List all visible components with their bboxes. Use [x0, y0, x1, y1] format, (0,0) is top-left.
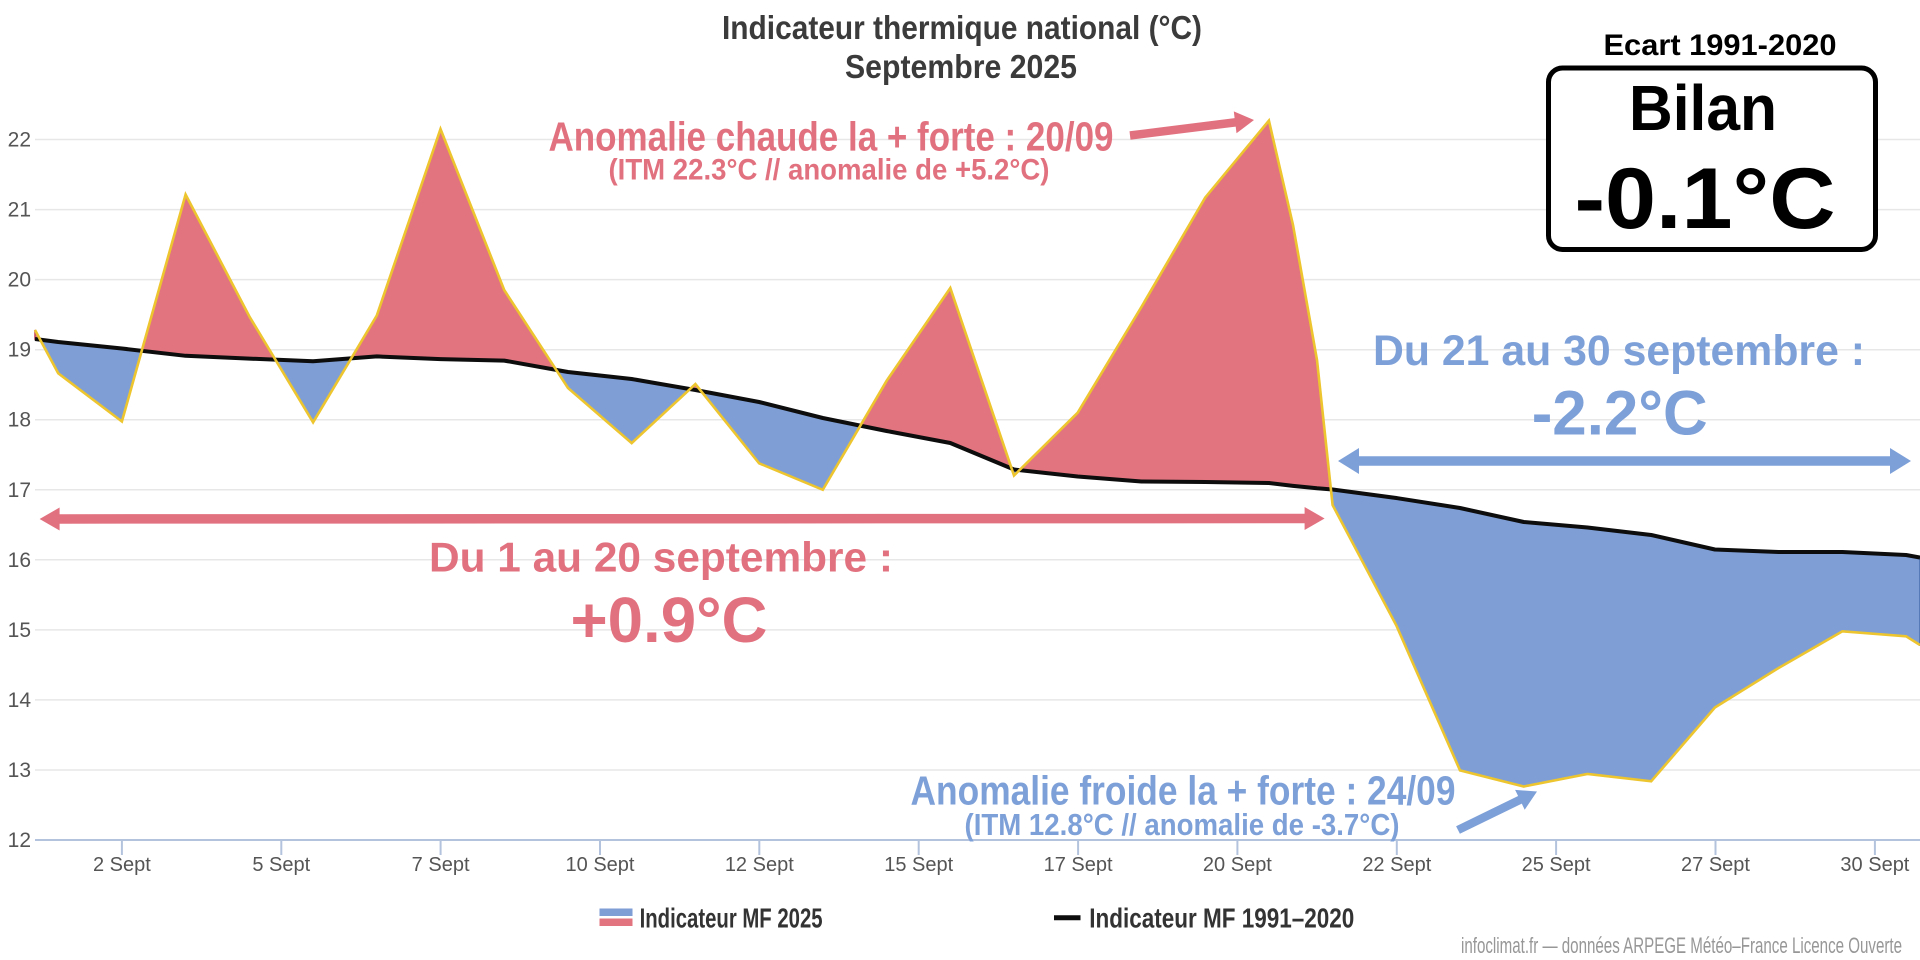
svg-text:Ecart 1991-2020: Ecart 1991-2020 [1604, 29, 1837, 62]
svg-text:12 Sept: 12 Sept [725, 854, 794, 876]
svg-text:+0.9°C: +0.9°C [571, 584, 768, 656]
svg-text:22: 22 [8, 129, 31, 152]
svg-text:17 Sept: 17 Sept [1044, 854, 1113, 876]
svg-text:15: 15 [8, 619, 31, 642]
svg-text:infoclimat.fr — données ARPEGE: infoclimat.fr — données ARPEGE Météo–Fra… [1461, 933, 1902, 958]
svg-text:27 Sept: 27 Sept [1681, 854, 1750, 876]
svg-text:Anomalie chaude la + forte : 2: Anomalie chaude la + forte : 20/09 [549, 114, 1114, 160]
svg-text:(ITM 12.8°C // anomalie de -3.: (ITM 12.8°C // anomalie de -3.7°C) [965, 807, 1400, 842]
svg-text:(ITM 22.3°C // anomalie de +5.: (ITM 22.3°C // anomalie de +5.2°C) [609, 154, 1050, 187]
svg-text:2 Sept: 2 Sept [93, 854, 151, 876]
svg-text:Indicateur thermique national: Indicateur thermique national (°C) [722, 9, 1202, 46]
svg-text:10 Sept: 10 Sept [566, 854, 635, 876]
svg-text:Indicateur MF 1991–2020: Indicateur MF 1991–2020 [1089, 903, 1354, 934]
svg-text:Bilan: Bilan [1629, 72, 1777, 144]
svg-text:Septembre 2025: Septembre 2025 [845, 48, 1077, 85]
svg-text:Du 21 au 30 septembre :: Du 21 au 30 septembre : [1373, 327, 1865, 375]
svg-text:22 Sept: 22 Sept [1362, 854, 1431, 876]
svg-text:20: 20 [8, 269, 31, 292]
svg-text:Indicateur MF 2025: Indicateur MF 2025 [640, 903, 823, 934]
svg-text:Du 1 au 20 septembre :: Du 1 au 20 septembre : [429, 534, 893, 581]
svg-text:7 Sept: 7 Sept [412, 854, 470, 876]
svg-text:21: 21 [8, 199, 31, 222]
svg-text:30 Sept: 30 Sept [1840, 854, 1909, 876]
svg-text:15 Sept: 15 Sept [884, 854, 953, 876]
svg-text:16: 16 [8, 549, 31, 572]
svg-text:-2.2°C: -2.2°C [1532, 379, 1708, 449]
svg-text:14: 14 [8, 689, 32, 712]
svg-text:25 Sept: 25 Sept [1522, 854, 1591, 876]
svg-text:5 Sept: 5 Sept [252, 854, 310, 876]
svg-text:13: 13 [8, 759, 31, 782]
svg-text:19: 19 [8, 339, 31, 362]
svg-text:20 Sept: 20 Sept [1203, 854, 1272, 876]
svg-text:18: 18 [8, 409, 31, 432]
svg-text:12: 12 [8, 829, 31, 852]
svg-text:-0.1°C: -0.1°C [1575, 151, 1836, 247]
svg-text:17: 17 [8, 479, 31, 502]
svg-text:Anomalie froide la + forte : 2: Anomalie froide la + forte : 24/09 [911, 768, 1456, 814]
